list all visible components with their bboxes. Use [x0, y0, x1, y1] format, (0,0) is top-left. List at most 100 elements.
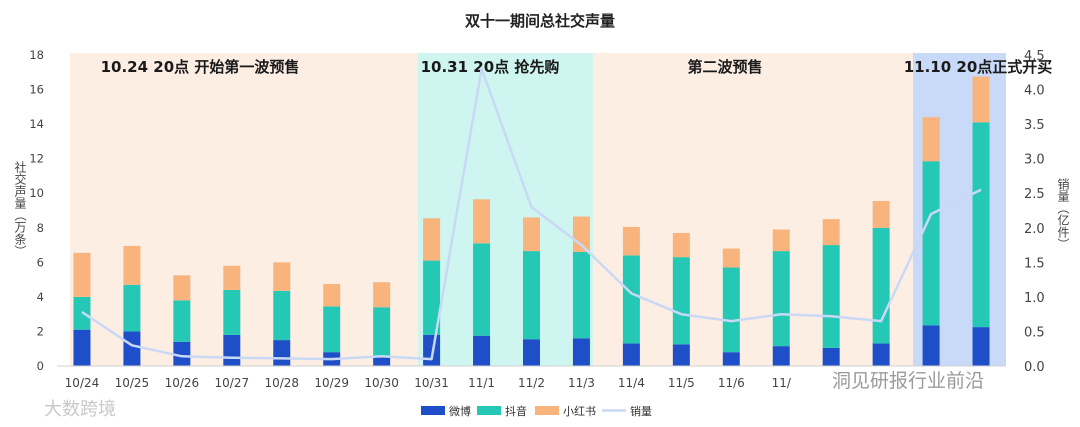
bar-douyin	[972, 122, 990, 328]
bar-douyin	[373, 307, 391, 358]
bar-xiaohongshu	[972, 76, 990, 123]
x-tick: 11/	[772, 376, 792, 390]
bar-douyin	[822, 245, 840, 348]
bar-weibo	[223, 334, 241, 366]
bar-xiaohongshu	[523, 217, 540, 252]
bar-douyin	[323, 306, 341, 353]
bar-xiaohongshu	[423, 218, 441, 261]
legend-label: 销量	[630, 404, 652, 418]
y-left-tick: 2	[37, 324, 44, 338]
x-tick: 11/5	[668, 376, 695, 390]
watermark-left-text: 大数跨境	[44, 399, 116, 420]
bar-weibo	[373, 357, 391, 366]
legend-label: 抖音	[505, 404, 527, 418]
axes: 0 2 4 6 8 10 12 14 16 18 0.0 0.5 1.0 1.5 2.0 2.5 3.0 3.5 4…	[13, 48, 1070, 390]
bar-series	[73, 76, 990, 366]
bar-douyin	[223, 289, 241, 335]
x-tick: 10/26	[165, 376, 200, 390]
phase-bands	[70, 53, 1006, 366]
x-tick: 11/4	[618, 376, 645, 390]
y-right-tick: 1.5	[1024, 256, 1045, 271]
y-right-tick: 0.0	[1024, 360, 1045, 375]
x-tick: 10/31	[414, 376, 449, 390]
bar-douyin	[722, 267, 740, 353]
bar-xiaohongshu	[473, 199, 491, 244]
legend-swatch	[535, 406, 559, 415]
bar-xiaohongshu	[772, 229, 790, 252]
y-left-tick: 6	[37, 255, 44, 269]
y-right-tick: 1.0	[1024, 291, 1045, 306]
bar-douyin	[572, 251, 590, 339]
bar-xiaohongshu	[73, 252, 91, 297]
chart-title: 双十一期间总社交声量	[465, 12, 615, 30]
y-right-tick: 4.5	[1024, 49, 1045, 64]
phase-band	[593, 53, 913, 366]
phase-band	[418, 53, 593, 366]
legend-swatch	[421, 406, 445, 415]
phase-label: 10.24 20点 开始第一波预售	[101, 58, 300, 76]
x-tick: 10/24	[65, 376, 100, 390]
y-right-tick: 2.0	[1024, 222, 1045, 237]
y-left-tick: 14	[29, 117, 44, 131]
bar-xiaohongshu	[173, 275, 191, 301]
y-right-label: 销量（亿件）	[1056, 178, 1070, 250]
y-left-tick: 12	[29, 152, 44, 166]
y-right-tick: 0.5	[1024, 325, 1045, 340]
y-left-tick: 16	[29, 83, 44, 97]
bar-douyin	[523, 251, 540, 340]
bar-douyin	[922, 161, 940, 326]
bar-douyin	[123, 284, 141, 332]
phase-labels: 10.24 20点 开始第一波预售 10.31 20点 抢先购 第二波预售 11.10…	[101, 58, 1053, 76]
y-left-label: 社交声量（万条）	[13, 160, 27, 257]
bar-weibo	[423, 334, 441, 366]
phase-label: 11.10 20点正式开买	[904, 58, 1053, 76]
phase-label: 10.31 20点 抢先购	[421, 58, 560, 76]
bar-xiaohongshu	[922, 117, 940, 162]
bar-xiaohongshu	[872, 200, 890, 228]
y-right-tick: 2.5	[1024, 187, 1045, 202]
legend-label: 微博	[449, 404, 471, 418]
bar-xiaohongshu	[672, 232, 690, 258]
bar-douyin	[473, 243, 491, 336]
x-tick: 11/3	[568, 376, 595, 390]
bar-weibo	[822, 347, 840, 366]
bar-xiaohongshu	[323, 283, 341, 307]
phase-label: 第二波预售	[687, 58, 762, 76]
bar-weibo	[872, 343, 890, 366]
bar-weibo	[672, 344, 690, 366]
legend: 微博 抖音 小红书 销量	[421, 404, 652, 418]
bar-weibo	[473, 335, 491, 366]
bar-xiaohongshu	[123, 245, 141, 285]
bar-weibo	[273, 340, 291, 366]
watermark-right: 洞见研报行业前沿	[808, 366, 984, 393]
bar-weibo	[173, 341, 191, 366]
bar-douyin	[423, 260, 441, 335]
bar-douyin	[622, 255, 640, 344]
y-right-tick: 4.0	[1024, 84, 1045, 99]
bar-weibo	[772, 346, 790, 366]
y-left-tick: 10	[29, 186, 44, 200]
bar-weibo	[523, 339, 540, 366]
bar-xiaohongshu	[273, 262, 291, 291]
bar-xiaohongshu	[223, 265, 241, 290]
x-tick: 11/1	[468, 376, 495, 390]
y-left-tick: 0	[37, 359, 44, 373]
bar-douyin	[672, 257, 690, 345]
bar-xiaohongshu	[622, 226, 640, 256]
bar-douyin	[273, 290, 291, 341]
bar-xiaohongshu	[722, 248, 740, 268]
bar-douyin	[772, 251, 790, 347]
watermark-left: 大数跨境	[10, 395, 116, 421]
x-tick: 11/6	[718, 376, 745, 390]
x-tick: 10/27	[215, 376, 250, 390]
y-right-tick: 3.5	[1024, 118, 1045, 133]
bar-xiaohongshu	[373, 282, 391, 308]
bar-weibo	[73, 329, 91, 366]
legend-label: 小红书	[563, 405, 596, 418]
x-tick: 10/29	[314, 376, 349, 390]
watermark-right-text: 洞见研报行业前沿	[832, 370, 985, 392]
y-left-tick: 18	[29, 48, 44, 62]
bar-xiaohongshu	[822, 219, 840, 246]
y-left-tick: 4	[37, 290, 44, 304]
